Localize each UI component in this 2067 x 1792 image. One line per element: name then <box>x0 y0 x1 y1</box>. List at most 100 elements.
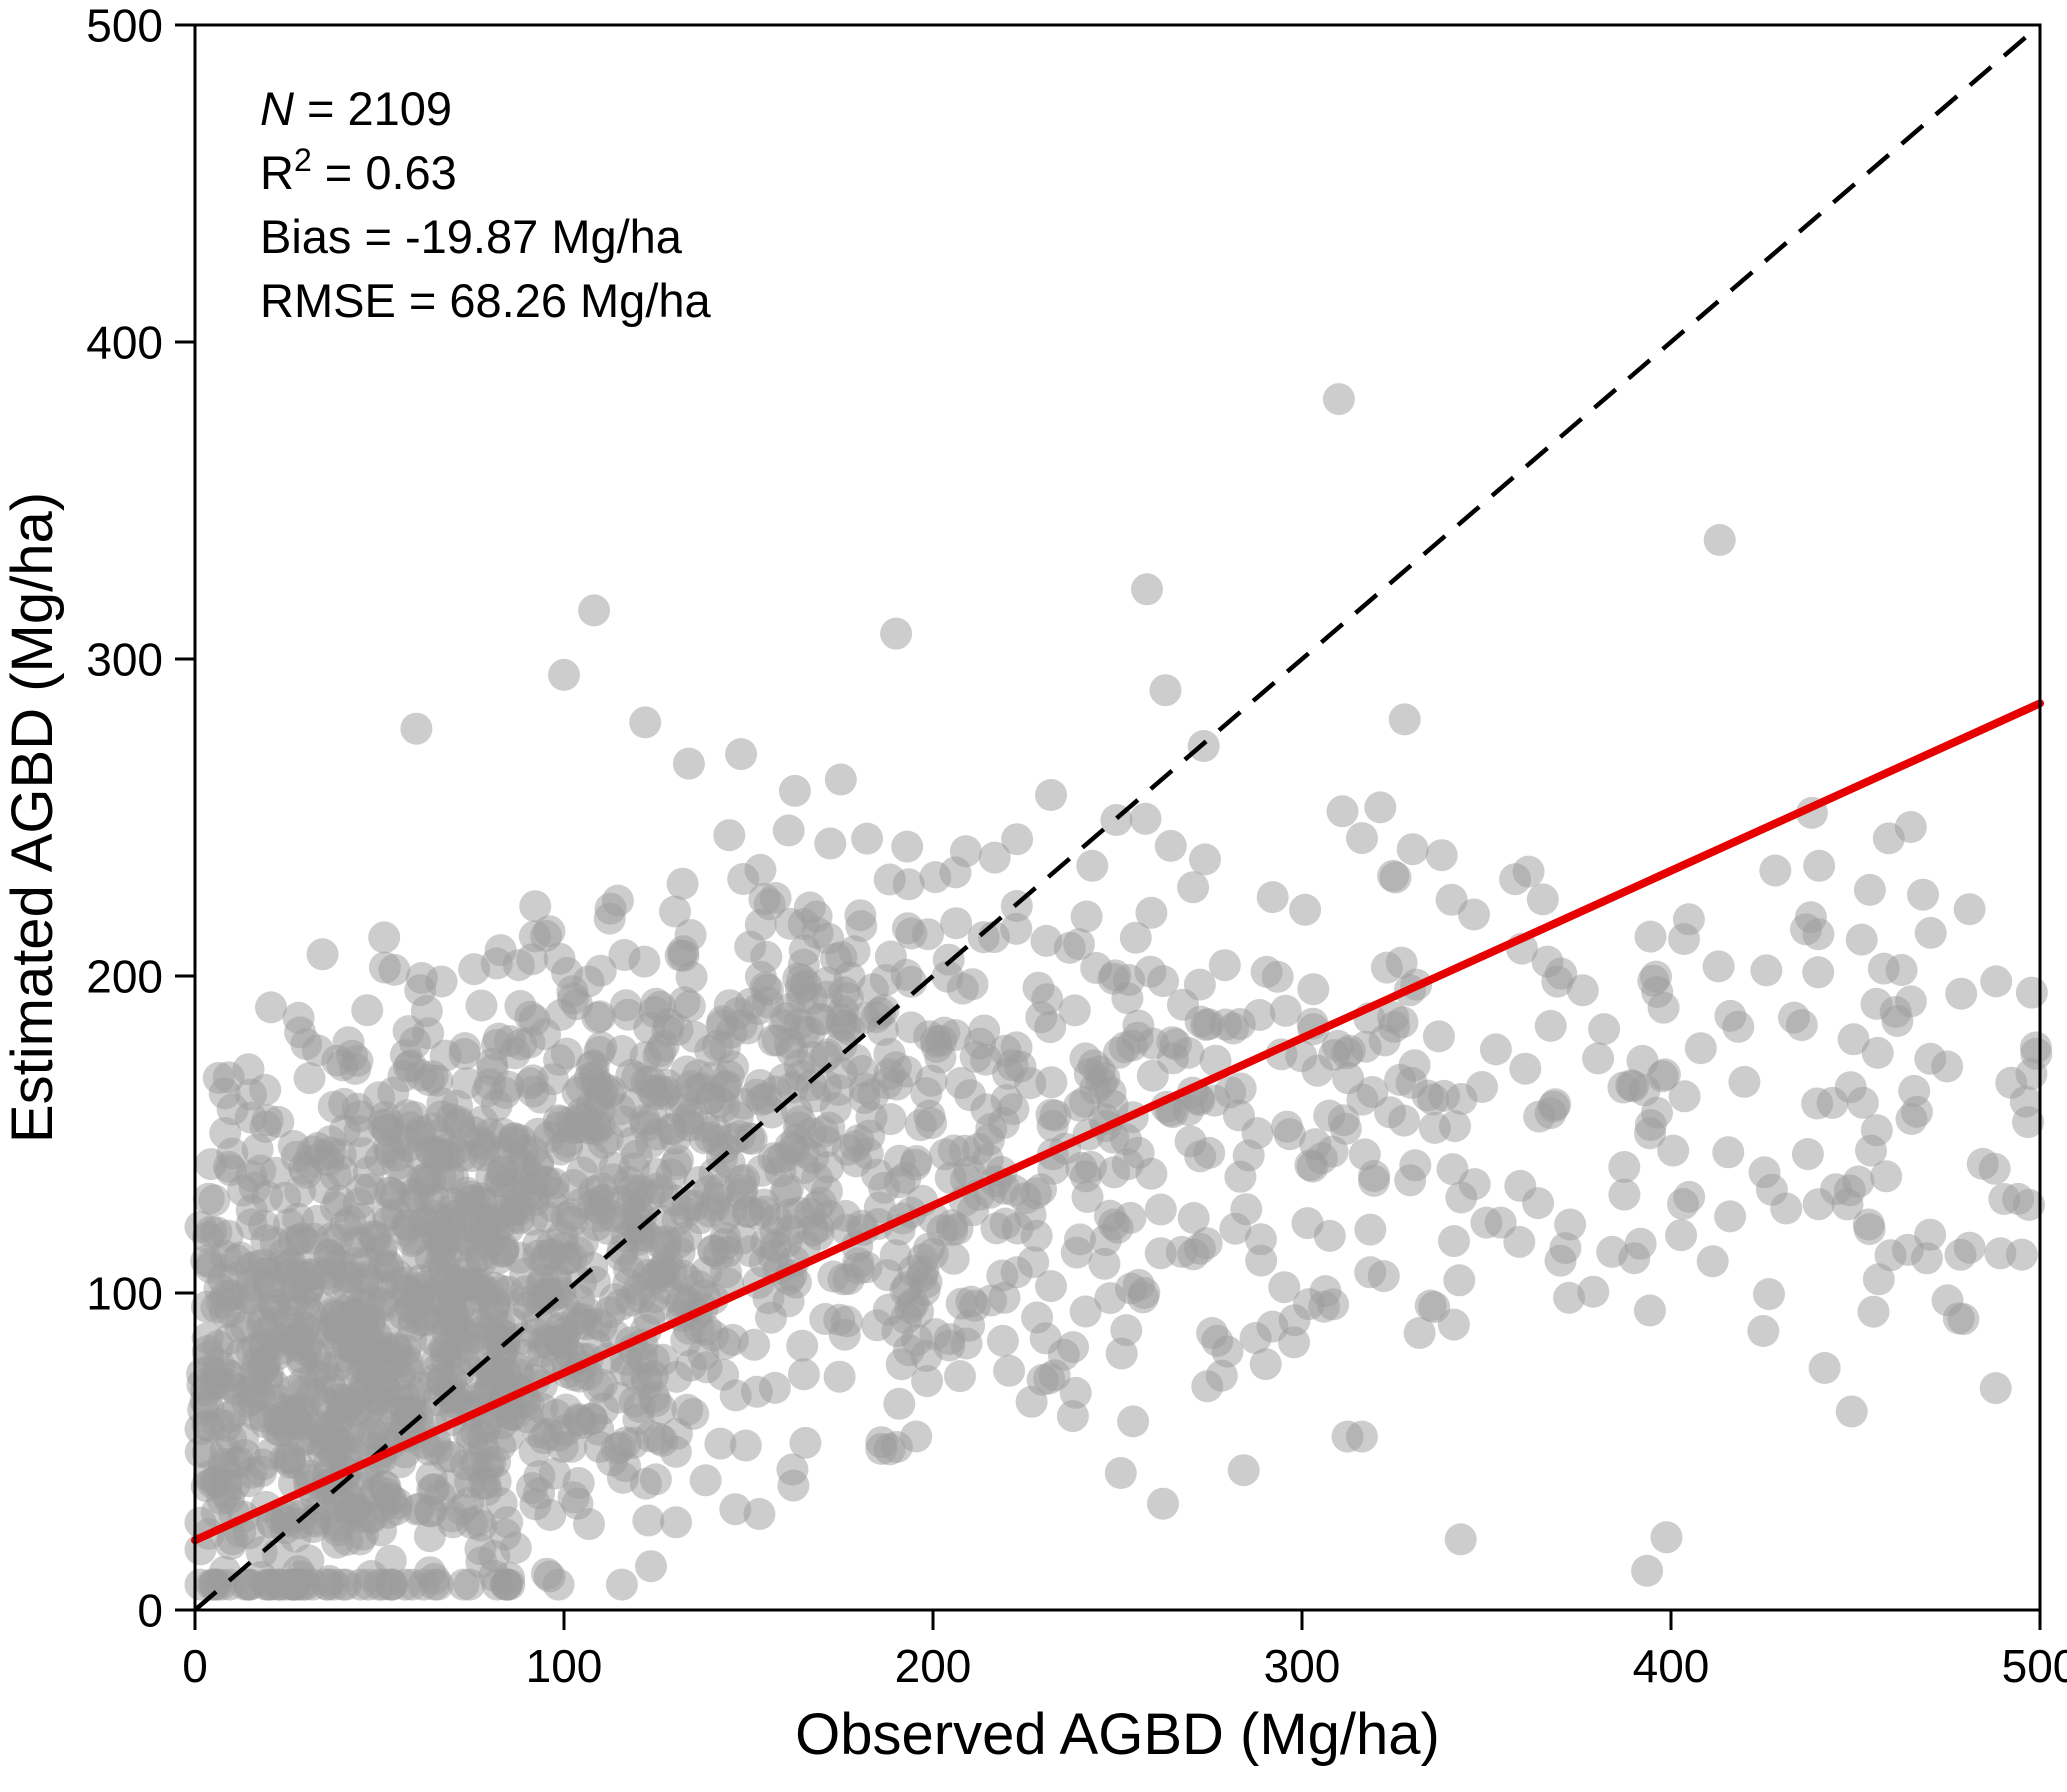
data-point <box>874 1103 907 1136</box>
data-point <box>581 1001 614 1034</box>
data-point <box>1526 883 1559 916</box>
data-point <box>629 706 662 739</box>
data-point <box>1364 791 1397 824</box>
data-point <box>407 1568 440 1601</box>
data-point <box>542 1568 575 1601</box>
data-point <box>716 1323 749 1356</box>
data-point <box>1607 1071 1640 1104</box>
stats-line: R2 = 0.63 <box>260 142 457 199</box>
data-point <box>778 774 811 807</box>
data-point <box>320 1191 352 1224</box>
data-point <box>1122 1268 1155 1301</box>
data-point <box>1436 1153 1469 1186</box>
data-point <box>1673 1180 1706 1213</box>
data-point <box>1388 703 1421 736</box>
data-point <box>880 617 913 650</box>
data-point <box>1219 1212 1252 1245</box>
data-point <box>632 1504 665 1537</box>
data-point <box>578 594 611 627</box>
data-point <box>1134 955 1167 988</box>
data-point <box>422 1341 454 1373</box>
data-point <box>607 1105 640 1138</box>
data-point <box>1953 893 1986 926</box>
data-point <box>988 1281 1021 1314</box>
data-point <box>1978 1152 2011 1185</box>
x-tick-label: 400 <box>1633 1640 1710 1692</box>
data-point <box>1703 524 1736 556</box>
data-point <box>685 1072 718 1105</box>
data-point <box>538 1457 571 1490</box>
data-point <box>1241 1117 1274 1150</box>
data-point <box>750 940 783 973</box>
data-point <box>1942 1302 1975 1335</box>
data-point <box>824 763 857 796</box>
data-point <box>522 1147 555 1180</box>
data-point <box>566 1156 599 1189</box>
data-point <box>1094 1282 1127 1315</box>
stats-line: RMSE = 68.26 Mg/ha <box>260 274 712 327</box>
data-point <box>675 961 708 993</box>
data-point <box>1631 1554 1664 1587</box>
data-point <box>883 1387 916 1420</box>
data-point <box>880 1431 913 1463</box>
data-point <box>447 1568 480 1601</box>
data-point <box>257 1306 290 1339</box>
data-point <box>1060 1236 1093 1269</box>
data-point <box>1785 1009 1818 1042</box>
data-point <box>813 1111 846 1144</box>
data-point <box>904 1109 937 1142</box>
data-point <box>1035 779 1067 811</box>
data-point <box>227 1422 260 1455</box>
data-point <box>848 1072 881 1105</box>
data-point <box>1131 573 1163 606</box>
axis-ticks: 0 100 200 300 400 500 0 100 200 300 400 500 <box>86 0 2067 1692</box>
data-point <box>800 1191 833 1224</box>
data-point <box>474 1118 507 1151</box>
data-point <box>1070 900 1103 933</box>
data-point <box>1588 1013 1621 1046</box>
data-point <box>892 1334 925 1367</box>
data-point <box>594 892 627 925</box>
data-point <box>1425 839 1458 872</box>
data-point <box>1098 1156 1131 1189</box>
data-point <box>1058 994 1091 1027</box>
data-point <box>723 1120 756 1153</box>
data-point <box>2015 976 2048 1009</box>
data-point <box>1853 873 1886 906</box>
data-point <box>1189 843 1221 876</box>
data-point <box>1149 674 1182 707</box>
data-point <box>1017 1246 1050 1279</box>
data-point <box>667 935 700 968</box>
data-point <box>980 1212 1013 1245</box>
data-point <box>1860 1114 1893 1147</box>
data-point <box>1755 1173 1788 1206</box>
data-point <box>583 1193 616 1225</box>
data-point <box>713 819 746 852</box>
data-point <box>674 1349 707 1382</box>
data-point <box>548 658 580 691</box>
data-point <box>968 1014 1001 1047</box>
data-point <box>583 1110 616 1143</box>
data-point <box>1292 1288 1325 1321</box>
data-point <box>191 1409 224 1442</box>
data-point <box>1001 823 1034 856</box>
data-point <box>1512 855 1545 888</box>
data-point <box>975 1112 1008 1145</box>
data-point <box>490 1568 523 1601</box>
data-point <box>787 1358 820 1391</box>
data-point <box>1885 954 1918 986</box>
data-point <box>863 1191 896 1224</box>
data-point <box>1509 1052 1542 1085</box>
data-point <box>288 1152 321 1185</box>
data-point <box>1030 924 1063 957</box>
data-point <box>550 1037 583 1070</box>
data-point <box>1553 1281 1586 1314</box>
data-point <box>1136 1059 1169 1092</box>
data-point <box>872 1293 905 1326</box>
data-point <box>519 890 552 923</box>
data-point <box>1953 1231 1986 1264</box>
data-point <box>1534 1009 1567 1042</box>
data-point <box>823 1303 856 1336</box>
x-tick-label: 100 <box>526 1640 603 1692</box>
